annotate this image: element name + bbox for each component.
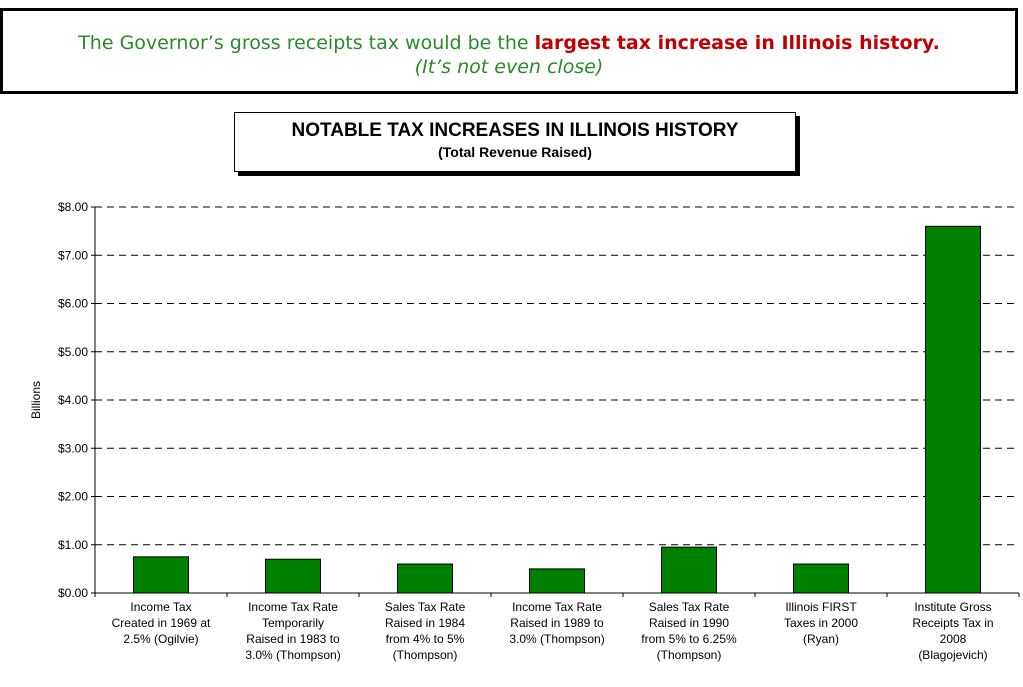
- y-tick-label: $5.00: [58, 345, 88, 359]
- bar: [793, 563, 849, 594]
- x-tick-label: Sales Tax Rate Raised in 1990 from 5% to 6…: [641, 600, 737, 662]
- bar: [661, 546, 717, 594]
- x-tick-label-line: Sales Tax Rate: [649, 600, 730, 614]
- x-tick-label-line: (Thompson): [393, 648, 458, 662]
- y-axis-label: Billions: [29, 381, 43, 419]
- headline-text: The Governor’s gross receipts tax would …: [3, 31, 1015, 55]
- headline-subtitle: (It’s not even close): [414, 56, 604, 78]
- bar: [133, 556, 189, 594]
- x-tick-label-line: from 5% to 6.25%: [641, 632, 737, 646]
- x-tick-label-line: 2.5% (Ogilvie): [123, 632, 198, 646]
- chart-subtitle: (Total Revenue Raised): [438, 144, 592, 160]
- bar: [925, 225, 981, 594]
- y-tick-label: $1.00: [58, 538, 88, 552]
- x-tick-label-line: (Blagojevich): [918, 648, 987, 662]
- x-tick-label-line: 3.0% (Thompson): [509, 632, 604, 646]
- headline-banner: The Governor’s gross receipts tax would …: [0, 8, 1018, 94]
- x-tick-label-line: 3.0% (Thompson): [245, 648, 340, 662]
- x-tick-label-line: Taxes in 2000: [784, 616, 858, 630]
- bar: [397, 563, 453, 594]
- x-tick-label: Sales Tax Rate Raised in 1984 from 4% to 5…: [385, 600, 466, 662]
- headline-emphasis: largest tax increase in Illinois history…: [534, 32, 940, 54]
- chart-title-box: NOTABLE TAX INCREASES IN ILLINOIS HISTOR…: [234, 112, 796, 172]
- chart-title: NOTABLE TAX INCREASES IN ILLINOIS HISTOR…: [291, 120, 739, 141]
- x-tick-label: Income Tax Rate Temporarily Raised in 1983…: [245, 600, 340, 662]
- x-tick-label-line: (Ryan): [803, 632, 839, 646]
- y-tick-label: $4.00: [58, 393, 88, 407]
- x-tick-label-line: from 4% to 5%: [386, 632, 465, 646]
- x-tick-label-line: (Thompson): [657, 648, 722, 662]
- x-tick-label: Income Tax Rate Raised in 1989 to 3.0% (Th…: [509, 600, 604, 646]
- y-tick-label: $7.00: [58, 248, 88, 262]
- y-tick-label: $6.00: [58, 297, 88, 311]
- x-tick-label-line: Sales Tax Rate: [385, 600, 466, 614]
- x-tick-label-line: Receipts Tax in: [912, 616, 993, 630]
- y-tick-label: $2.00: [58, 490, 88, 504]
- x-tick-label-line: Raised in 1990: [649, 616, 729, 630]
- x-tick-label: Institute Gross Receipts Tax in 2008 (Blago…: [912, 600, 993, 662]
- x-tick-label-line: Income Tax: [130, 600, 191, 614]
- x-tick-label-line: Institute Gross: [914, 600, 991, 614]
- x-tick-label-line: Raised in 1983 to: [246, 632, 340, 646]
- headline-normal: The Governor’s gross receipts tax would …: [78, 32, 535, 54]
- y-tick-label: $3.00: [58, 441, 88, 455]
- x-tick-label-line: Income Tax Rate: [248, 600, 338, 614]
- x-tick-label-line: Illinois FIRST: [785, 600, 857, 614]
- x-tick-label: Illinois FIRST Taxes in 2000 (Ryan): [784, 600, 858, 646]
- x-tick-label: Income Tax Created in 1969 at 2.5% (Ogilvi…: [112, 600, 211, 646]
- x-tick-label-line: 2008: [940, 632, 967, 646]
- bar: [529, 568, 585, 594]
- y-tick-label: $0.00: [58, 586, 88, 600]
- x-tick-label-line: Income Tax Rate: [512, 600, 602, 614]
- x-tick-label-line: Created in 1969 at: [112, 616, 211, 630]
- x-tick-label-line: Raised in 1989 to: [510, 616, 604, 630]
- y-tick-label: $8.00: [58, 200, 88, 214]
- x-tick-label-line: Temporarily: [262, 616, 324, 630]
- x-tick-label-line: Raised in 1984: [385, 616, 465, 630]
- bar: [265, 558, 321, 594]
